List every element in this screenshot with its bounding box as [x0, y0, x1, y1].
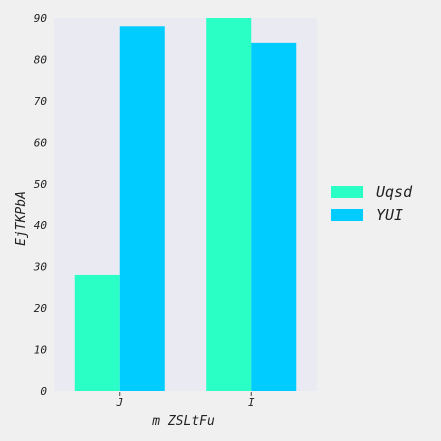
y-axis-label: EjTKPbA — [14, 191, 29, 246]
legend-label-yui: YUI — [376, 206, 403, 224]
bar-yui-j — [119, 26, 165, 392]
y-tick-label: 70 — [34, 95, 48, 108]
y-tick-label: 0 — [40, 385, 47, 398]
y-tick-label: 60 — [34, 136, 48, 149]
legend-label-uqsd: Uqsd — [376, 183, 413, 201]
legend-swatch-yui — [331, 209, 363, 221]
y-tick-label: 30 — [33, 261, 48, 274]
y-axis-ticks: 0 10 20 30 40 50 60 70 80 90 — [33, 12, 48, 398]
x-tick-label: I — [248, 396, 255, 409]
y-tick-label: 40 — [34, 219, 48, 232]
bar-uqsd-j — [74, 274, 120, 391]
bar-yui-i — [251, 42, 297, 391]
x-axis-label: m ZSLtFu — [151, 414, 215, 429]
y-tick-label: 10 — [34, 344, 48, 357]
bars-group — [74, 18, 297, 392]
legend: Uqsd YUI — [331, 183, 413, 224]
x-tick-label: J — [115, 396, 123, 409]
y-tick-label: 50 — [34, 178, 48, 191]
legend-swatch-uqsd — [331, 186, 363, 198]
y-tick-label: 20 — [34, 302, 48, 315]
y-tick-label: 90 — [34, 12, 48, 25]
bar-uqsd-i — [206, 18, 252, 391]
y-tick-label: 80 — [34, 53, 48, 66]
